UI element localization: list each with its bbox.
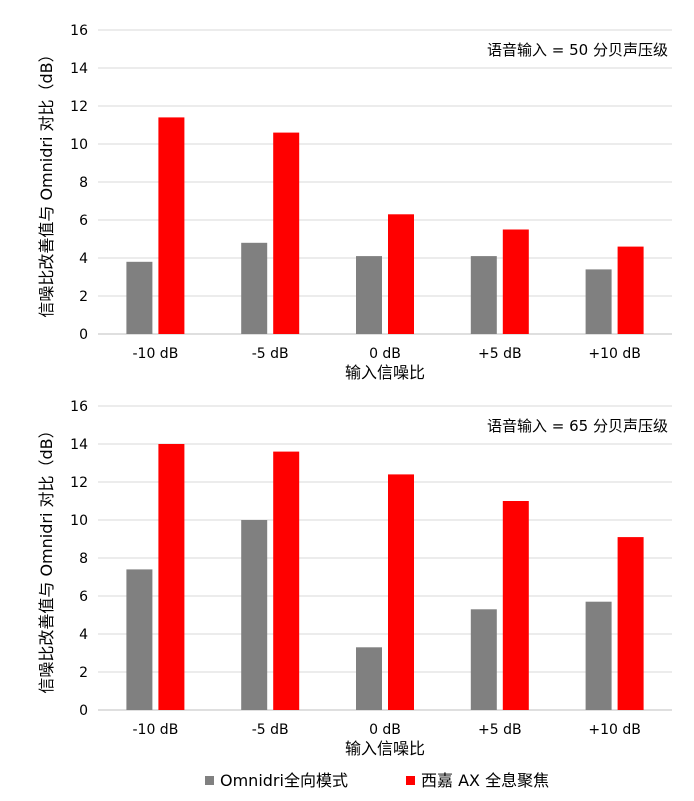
y-tick-label: 8: [79, 175, 88, 191]
x-tick-label: -10 dB: [132, 722, 178, 738]
bar-omni: [241, 520, 268, 710]
x-tick-label: -5 dB: [252, 722, 289, 738]
bar-omni: [585, 269, 612, 334]
bar-ax: [502, 229, 529, 334]
bar-ax: [502, 501, 529, 710]
bar-omni: [126, 569, 153, 710]
bar-ax: [158, 117, 185, 335]
y-tick-label: 4: [79, 251, 88, 267]
x-tick-label: -5 dB: [252, 346, 289, 362]
bar-ax: [617, 537, 644, 710]
x-tick-label: +10 dB: [588, 346, 641, 362]
bar-ax: [158, 444, 185, 710]
y-tick-label: 0: [79, 327, 88, 343]
bar-omni: [585, 601, 612, 710]
y-axis-title: 信噪比改善值与 Omnidri 对比（dB）: [37, 46, 56, 317]
bar-ax: [388, 474, 414, 710]
y-tick-label: 14: [70, 61, 88, 77]
y-tick-label: 14: [70, 437, 88, 453]
bar-omni: [241, 242, 268, 334]
y-tick-label: 2: [79, 289, 88, 305]
bar-omni: [356, 647, 382, 710]
legend-label-ax: 西嘉 AX 全息聚焦: [421, 771, 549, 790]
x-tick-label: +5 dB: [478, 722, 522, 738]
y-tick-label: 16: [70, 23, 88, 39]
bar-ax: [273, 132, 300, 334]
y-tick-label: 6: [79, 589, 88, 605]
y-tick-label: 8: [79, 551, 88, 567]
y-tick-label: 16: [70, 399, 88, 415]
y-tick-label: 12: [70, 99, 88, 115]
x-tick-label: +5 dB: [478, 346, 522, 362]
bar-ax: [617, 246, 644, 334]
y-tick-label: 2: [79, 665, 88, 681]
annotation-speech-level: 语音输入 = 65 分贝声压级: [487, 417, 668, 435]
y-tick-label: 6: [79, 213, 88, 229]
y-tick-label: 10: [70, 137, 88, 153]
y-tick-label: 4: [79, 627, 88, 643]
x-tick-label: +10 dB: [588, 722, 641, 738]
x-tick-label: -10 dB: [132, 346, 178, 362]
legend-swatch-ax: [406, 776, 415, 785]
x-tick-label: 0 dB: [369, 722, 401, 738]
legend: Omnidri全向模式 西嘉 AX 全息聚焦: [205, 771, 549, 790]
legend-swatch-omni: [205, 776, 214, 785]
x-axis-title: 输入信噪比: [345, 363, 425, 382]
annotation-speech-level: 语音输入 = 50 分贝声压级: [487, 41, 668, 59]
bar-omni: [470, 609, 497, 710]
bar-ax: [388, 214, 414, 334]
y-axis-title: 信噪比改善值与 Omnidri 对比（dB）: [37, 422, 56, 693]
chart-speech-65db: 0 2 4 6 8 10 12 14 16 -10 dB -5 dB 0 dB +5 dB +10 dB 语…: [37, 399, 672, 758]
y-tick-label: 12: [70, 475, 88, 491]
y-tick-label: 0: [79, 703, 88, 719]
y-tick-label: 10: [70, 513, 88, 529]
bar-omni: [356, 256, 382, 334]
x-axis-title: 输入信噪比: [345, 739, 425, 758]
bar-omni: [126, 261, 153, 334]
x-tick-label: 0 dB: [369, 346, 401, 362]
bar-omni: [470, 256, 497, 334]
chart-speech-50db: 0 2 4 6 8 10 12 14 16 -10 dB -5 dB 0 dB +5 dB +10 dB 语…: [37, 23, 672, 382]
bar-ax: [273, 451, 300, 710]
legend-label-omni: Omnidri全向模式: [220, 771, 348, 790]
